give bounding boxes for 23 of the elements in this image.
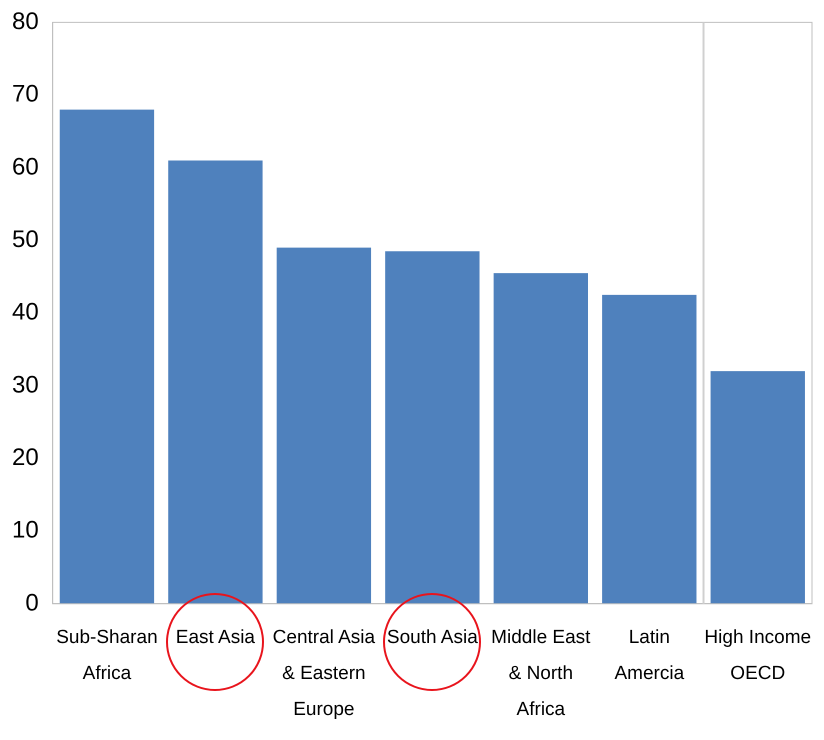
bar [710, 371, 805, 604]
x-tick-label: Latin Amercia [614, 626, 685, 684]
y-tick-label: 40 [12, 298, 39, 326]
y-tick-label: 10 [12, 516, 39, 544]
x-tick-label: Middle East & North Africa [491, 626, 592, 720]
y-tick-label: 80 [12, 8, 39, 36]
x-tick-label: East Asia [176, 626, 256, 648]
bar [602, 294, 696, 604]
x-tick-label: High Income OECD [704, 626, 812, 684]
y-tick-label: 60 [12, 153, 39, 180]
x-tick-label: South Asia [386, 626, 478, 648]
x-tick-label: Sub-Sharan Africa [56, 626, 158, 684]
x-tick-label: Central Asia & Eastern Europe [272, 626, 376, 720]
bar [494, 273, 588, 604]
y-tick-label: 30 [12, 371, 39, 398]
bar [385, 251, 480, 604]
bar [276, 248, 372, 604]
y-tick-label: 70 [12, 80, 39, 108]
y-tick-label: 20 [12, 444, 39, 471]
bar [60, 110, 154, 604]
y-tick-label: 0 [25, 589, 39, 616]
y-tick-label: 50 [12, 226, 39, 254]
bar [168, 160, 263, 604]
